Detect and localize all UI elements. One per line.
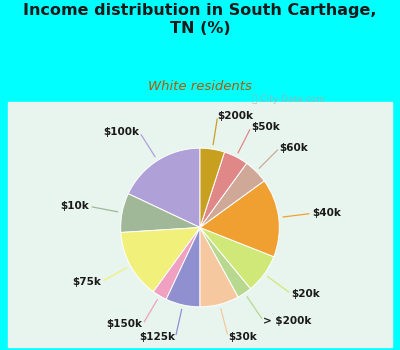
Wedge shape (200, 163, 264, 228)
Text: $30k: $30k (228, 331, 257, 342)
Text: $100k: $100k (104, 127, 140, 138)
Wedge shape (121, 194, 200, 232)
Wedge shape (200, 228, 238, 307)
Wedge shape (200, 228, 250, 297)
Text: $20k: $20k (291, 289, 320, 299)
Text: $75k: $75k (72, 277, 101, 287)
Text: $10k: $10k (60, 201, 89, 211)
Text: White residents: White residents (148, 80, 252, 93)
Text: ⓘ City-Data.com: ⓘ City-Data.com (252, 94, 324, 104)
Text: $40k: $40k (312, 208, 341, 218)
Text: $150k: $150k (107, 320, 143, 329)
Wedge shape (128, 148, 200, 228)
Wedge shape (153, 228, 200, 299)
Wedge shape (121, 228, 200, 292)
Wedge shape (200, 228, 274, 289)
Text: $60k: $60k (280, 143, 308, 153)
Text: > $200k: > $200k (263, 316, 312, 326)
Text: $125k: $125k (140, 332, 176, 342)
Text: $200k: $200k (218, 111, 254, 121)
Wedge shape (200, 148, 224, 228)
Wedge shape (200, 152, 247, 228)
Wedge shape (166, 228, 200, 307)
Wedge shape (200, 181, 279, 257)
Text: Income distribution in South Carthage,
TN (%): Income distribution in South Carthage, T… (23, 4, 377, 36)
Text: $50k: $50k (251, 122, 280, 132)
